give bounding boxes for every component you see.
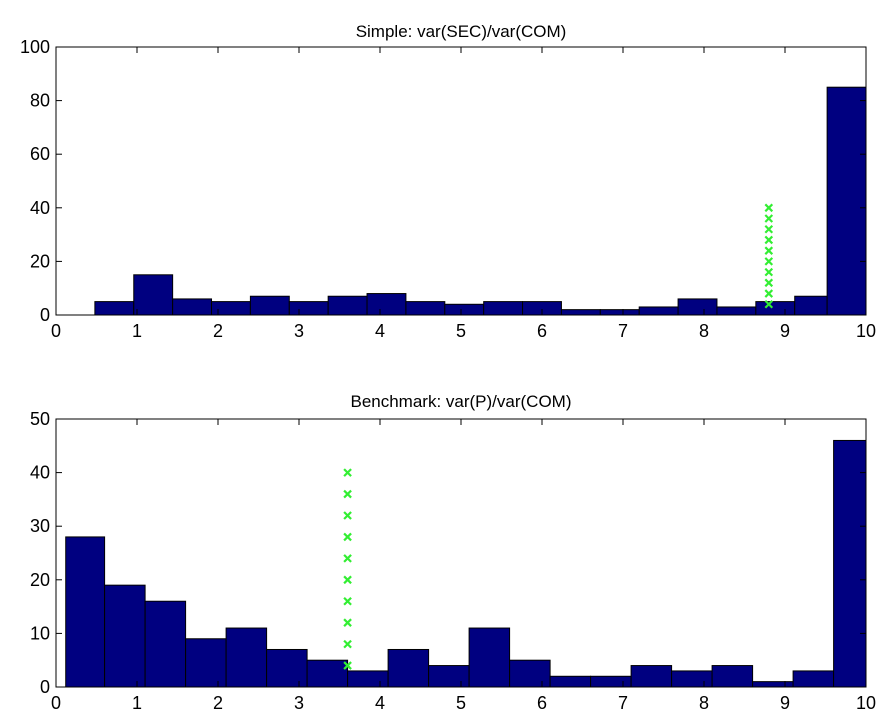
top-bar-15 — [638, 306, 679, 316]
top-bar-8 — [366, 293, 407, 316]
top-plot-area — [56, 47, 866, 315]
bottom-bar-12 — [509, 659, 551, 688]
top-marker-9 — [764, 214, 774, 223]
top-marker-6 — [764, 246, 774, 255]
top-bar-19 — [794, 295, 828, 316]
bottom-bar-10 — [428, 665, 470, 688]
bottom-x-tick-label-5: 5 — [456, 693, 466, 713]
bottom-bar-5 — [225, 627, 268, 688]
top-bar-14 — [599, 309, 640, 316]
bottom-x-tick-label-8: 8 — [699, 693, 709, 713]
bottom-bar-6 — [266, 648, 308, 688]
bottom-marker-3 — [343, 618, 352, 627]
top-y-tick-label-1: 20 — [30, 251, 50, 271]
top-bar-5 — [249, 295, 290, 316]
top-bar-16 — [677, 298, 718, 316]
bottom-chart-title: Benchmark: var(P)/var(COM) — [350, 392, 571, 411]
top-marker-10 — [764, 203, 774, 213]
top-bar-9 — [405, 301, 446, 316]
top-x-tick-label-10: 10 — [856, 321, 876, 341]
bottom-histogram-panel: Benchmark: var(P)/var(COM) 0 1 2 3 4 5 6 7 8 9 10 0… — [30, 392, 876, 713]
bottom-x-tick-label-0: 0 — [51, 693, 61, 713]
top-x-tick-label-8: 8 — [699, 321, 709, 341]
bottom-y-tick-label-4: 40 — [30, 463, 50, 483]
bottom-bar-4 — [185, 638, 227, 688]
top-x-tick-label-7: 7 — [618, 321, 628, 341]
bottom-bar-8 — [347, 670, 389, 688]
bottom-marker-2 — [343, 639, 352, 649]
top-marker-5 — [764, 257, 774, 266]
bottom-bar-17 — [711, 665, 754, 688]
top-x-tick-label-0: 0 — [51, 321, 61, 341]
top-bar-10 — [444, 303, 485, 316]
top-x-tick-label-6: 6 — [537, 321, 547, 341]
bottom-bar-7 — [306, 659, 349, 688]
top-histogram-panel: Simple: var(SEC)/var(COM) 0 1 2 3 4 5 6 7 8 9 1002… — [20, 22, 876, 341]
bottom-y-tick-label-2: 20 — [30, 570, 50, 590]
bottom-marker-8 — [343, 511, 352, 520]
bottom-marker-6 — [343, 554, 352, 563]
top-marker-8 — [764, 224, 774, 234]
top-bar-11 — [483, 301, 524, 316]
top-marker-2 — [764, 289, 774, 298]
bottom-marker-4 — [343, 596, 352, 606]
top-x-tick-label-3: 3 — [294, 321, 304, 341]
bottom-marker-9 — [343, 489, 352, 499]
top-x-tick-label-2: 2 — [213, 321, 223, 341]
top-x-tick-label-5: 5 — [456, 321, 466, 341]
top-y-tick-label-5: 100 — [20, 37, 50, 57]
top-marker-4 — [764, 267, 774, 277]
bottom-bar-20 — [833, 439, 867, 688]
bottom-y-tick-label-0: 0 — [40, 677, 50, 697]
bottom-x-tick-label-7: 7 — [618, 693, 628, 713]
bottom-bar-14 — [590, 675, 632, 688]
bottom-bar-3 — [144, 600, 187, 688]
top-y-tick-label-4: 80 — [30, 91, 50, 111]
top-bar-7 — [327, 295, 368, 316]
top-x-tick-label-4: 4 — [375, 321, 385, 341]
top-marker-1 — [764, 300, 774, 309]
bottom-y-tick-label-5: 50 — [30, 409, 50, 429]
bottom-x-tick-label-4: 4 — [375, 693, 385, 713]
top-bar-1 — [94, 301, 135, 316]
top-y-tick-label-2: 40 — [30, 198, 50, 218]
top-bar-2 — [133, 274, 174, 316]
top-bar-13 — [560, 309, 601, 316]
top-bar-4 — [211, 301, 251, 316]
top-x-tick-label-1: 1 — [132, 321, 142, 341]
top-bar-20 — [826, 86, 867, 316]
top-bar-6 — [288, 301, 329, 316]
bottom-x-tick-label-6: 6 — [537, 693, 547, 713]
top-bar-3 — [172, 298, 213, 316]
bottom-bar-1 — [65, 536, 106, 688]
top-bar-18 — [755, 301, 796, 316]
bottom-x-tick-label-3: 3 — [294, 693, 304, 713]
bottom-bar-9 — [387, 648, 430, 688]
bottom-x-tick-label-9: 9 — [780, 693, 790, 713]
bottom-bar-11 — [468, 627, 511, 688]
bottom-bar-2 — [104, 584, 146, 688]
bottom-marker-10 — [343, 468, 352, 477]
bottom-x-tick-label-1: 1 — [132, 693, 142, 713]
bottom-bar-15 — [630, 665, 673, 688]
top-y-tick-label-0: 0 — [40, 305, 50, 325]
top-marker-3 — [764, 278, 774, 288]
bottom-marker-1 — [343, 661, 352, 670]
top-marker-7 — [764, 235, 774, 245]
bottom-bar-16 — [671, 670, 713, 688]
bottom-x-tick-label-10: 10 — [856, 693, 876, 713]
bottom-bar-13 — [549, 675, 592, 688]
top-y-tick-label-3: 60 — [30, 144, 50, 164]
top-chart-title: Simple: var(SEC)/var(COM) — [356, 22, 567, 41]
bottom-bar-18 — [752, 681, 794, 688]
bottom-x-tick-label-2: 2 — [213, 693, 223, 713]
bottom-bar-19 — [792, 670, 835, 688]
top-x-tick-label-9: 9 — [780, 321, 790, 341]
top-bar-17 — [716, 306, 757, 316]
bottom-marker-7 — [343, 532, 352, 542]
bottom-marker-5 — [343, 575, 352, 585]
bottom-y-tick-label-1: 10 — [30, 623, 50, 643]
bottom-y-tick-label-3: 30 — [30, 516, 50, 536]
